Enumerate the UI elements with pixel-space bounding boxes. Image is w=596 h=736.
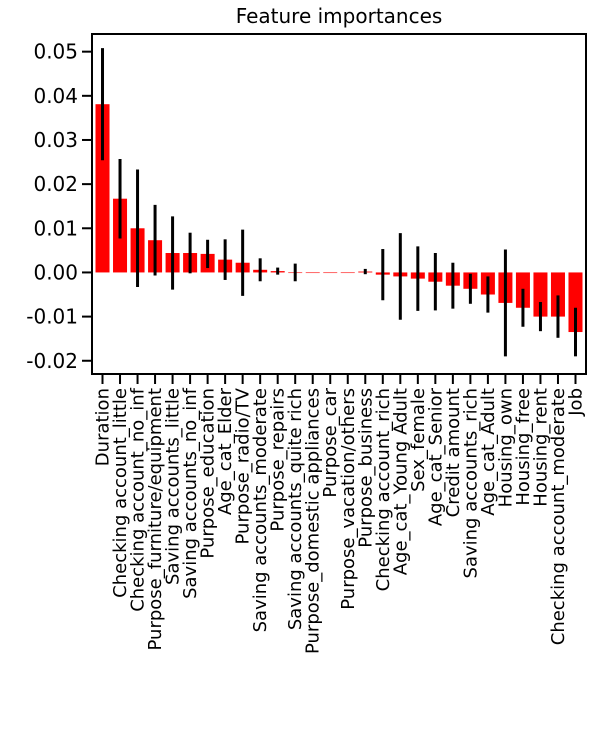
y-tick-label: 0.01 — [33, 216, 78, 240]
x-tick-label: Saving accounts_little — [163, 388, 184, 585]
x-tick-label: Credit amount — [443, 388, 464, 517]
bar — [568, 272, 583, 333]
x-tick-label: Purpose_domestic appliances — [303, 388, 324, 654]
x-tick-label: Housing_free — [513, 388, 534, 506]
x-tick-label: Age_cat_Young Adult — [390, 388, 411, 575]
bar — [550, 272, 565, 317]
x-tick-label: Purpose_car — [320, 387, 341, 497]
y-tick-label: 0.02 — [33, 172, 78, 196]
x-tick-label: Duration — [93, 388, 114, 466]
x-tick-label: Purpose_education — [198, 388, 219, 559]
y-tick-label: 0.04 — [33, 84, 78, 108]
x-tick-label: Age_cat_Elder — [215, 387, 236, 515]
y-tick-label: -0.02 — [26, 349, 78, 373]
x-tick-label: Housing_rent — [530, 388, 551, 507]
bar — [95, 104, 110, 273]
bar — [340, 272, 355, 274]
x-tick-label: Checking account_no_inf — [128, 387, 149, 611]
y-tick-label: 0.05 — [33, 40, 78, 64]
x-tick-label: Purpose_business — [355, 388, 376, 548]
x-tick-label: Sex_female — [408, 388, 429, 492]
x-tick-label: Purpose_furniture/equipment — [145, 388, 166, 651]
x-tick-label: Purpose_vacation/others — [338, 388, 359, 610]
x-tick-label: Purpose_radio/TV — [233, 387, 254, 544]
x-tick-label: Saving accounts_quite rich — [285, 388, 306, 630]
chart-title: Feature importances — [235, 4, 443, 28]
x-tick-label: Age_cat_Adult — [478, 388, 499, 516]
y-tick-label: 0.03 — [33, 128, 78, 152]
x-tick-label: Job — [565, 388, 586, 417]
x-tick-label: Checking account_rich — [373, 388, 394, 591]
x-tick-label: Checking account_little — [110, 388, 131, 598]
x-tick-label: Saving accounts_rich — [460, 388, 481, 578]
bar — [305, 272, 320, 274]
x-tick-label: Purpose_repairs — [268, 388, 289, 532]
x-tick-label: Saving accounts_no_inf — [180, 387, 201, 599]
x-tick-label: Housing_own — [495, 388, 516, 507]
x-tick-label: Checking account_moderate — [548, 388, 569, 645]
bar — [323, 272, 338, 274]
y-tick-label: 0.00 — [33, 260, 78, 284]
plot-frame — [91, 33, 587, 375]
bar — [533, 272, 548, 317]
y-tick-label: -0.01 — [26, 305, 78, 329]
x-tick-label: Age_cat_Senior — [425, 387, 446, 526]
x-tick-label: Saving accounts_moderate — [250, 388, 271, 632]
